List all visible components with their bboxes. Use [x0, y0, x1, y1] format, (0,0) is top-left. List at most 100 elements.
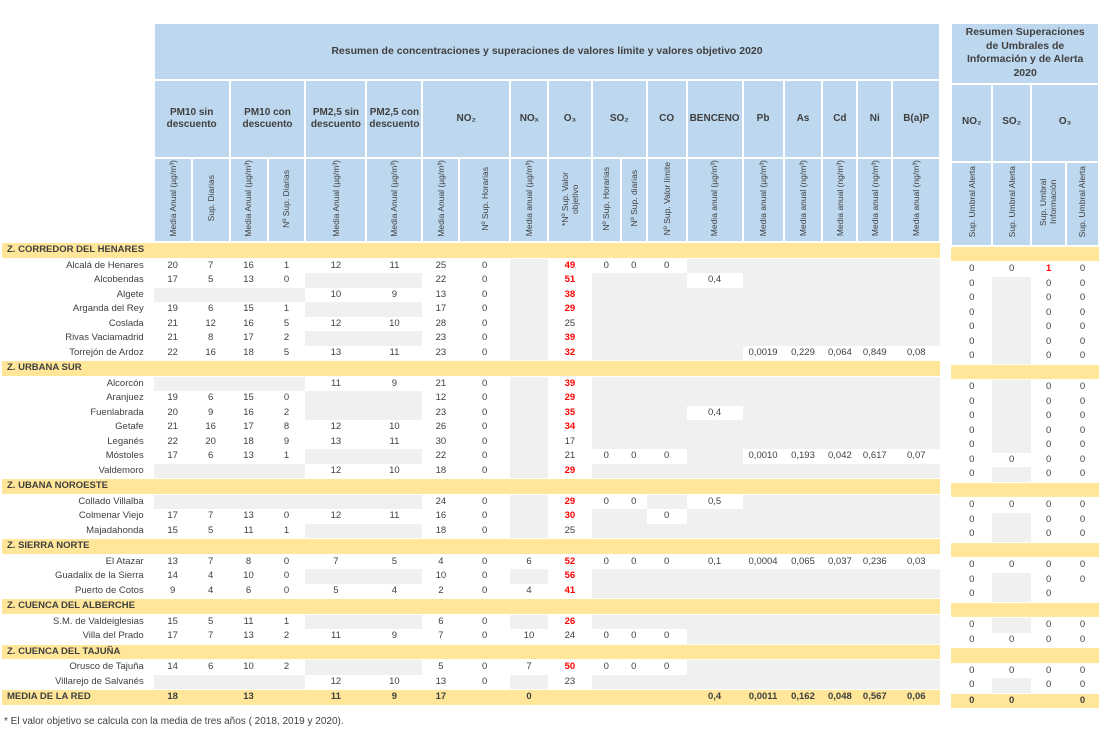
value-cell: 0	[1079, 395, 1086, 407]
no-data-cell	[822, 302, 858, 317]
value-cell: 1	[1045, 263, 1052, 275]
value-cell: 29	[564, 464, 576, 476]
no-data-cell	[591, 509, 621, 524]
value-cell: 0	[1045, 619, 1052, 631]
value-cell: 0	[482, 615, 488, 627]
no-data-cell	[510, 391, 548, 406]
no-data-cell	[857, 302, 893, 317]
value-cell: 0	[1045, 350, 1052, 362]
no-data-cell	[267, 674, 306, 690]
no-data-cell	[857, 659, 893, 675]
zone-row	[951, 541, 1099, 559]
no-data-cell	[366, 449, 423, 464]
station-name: Valdemoro	[98, 464, 144, 476]
value-cell: 0	[482, 464, 488, 476]
no-data-cell	[783, 523, 823, 539]
column-subheader-label: Media anual (ng/m³)	[869, 160, 880, 237]
value-cell: 0	[1079, 453, 1086, 465]
column-subheader-label: Media Anual (µg/m³)	[435, 160, 446, 237]
value-cell: 0	[631, 259, 637, 271]
value-cell: 0,193	[791, 450, 815, 461]
value-cell: 0	[969, 335, 975, 347]
value-cell: 0,229	[791, 346, 815, 358]
no-data-cell	[620, 273, 647, 288]
value-cell: 0	[969, 664, 975, 676]
station-row: Torrejón de Ardoz 22 16 18 5 13 11 23 0 32 0,0019 0…	[2, 345, 940, 361]
station-row: Puerto de Cotos 9 4 6 0 5 4 2 0 4 41	[2, 583, 941, 599]
value-cell	[191, 689, 230, 706]
no-data-cell	[783, 494, 823, 509]
zone-label: Z. URBANA SUR	[2, 360, 941, 377]
no-data-cell	[305, 331, 367, 346]
value-cell: 0,048	[822, 689, 858, 706]
station-row: 0 0 0	[951, 334, 1099, 350]
no-data-cell	[620, 674, 647, 690]
value-cell: 0	[1079, 306, 1086, 318]
value-cell: 0	[969, 679, 975, 691]
station-row: Leganés 22 20 18 9 13 11 30 0 17	[2, 434, 941, 449]
value-cell: 0	[482, 303, 488, 314]
no-data-cell	[305, 391, 367, 406]
no-data-cell	[686, 614, 743, 629]
no-data-cell	[892, 405, 941, 420]
no-data-cell	[992, 276, 1032, 292]
value-cell: 11	[305, 689, 367, 706]
value-cell: 11	[389, 259, 400, 271]
no-data-cell	[191, 674, 230, 690]
column-group-header: PM10 con descuento	[228, 79, 307, 159]
no-data-cell	[742, 674, 784, 690]
no-data-cell	[591, 331, 621, 346]
no-data-cell	[742, 583, 784, 599]
value-cell: 0	[1079, 528, 1086, 540]
value-cell: 0	[482, 346, 488, 358]
value-cell: 0	[969, 292, 975, 304]
station-name: Majadahonda	[86, 524, 144, 536]
value-cell: 12	[330, 317, 342, 329]
value-cell: 0	[1045, 277, 1052, 289]
no-data-cell	[591, 420, 621, 435]
no-data-cell	[646, 376, 687, 391]
zone-row	[951, 601, 1099, 619]
no-data-cell	[686, 629, 743, 644]
zone-row: Z. CUENCA DEL ALBERCHE	[2, 598, 941, 615]
no-data-cell	[992, 379, 1032, 395]
column-group-header: Cd	[821, 79, 859, 159]
station-row: Colmenar Viejo 17 7 13 0 12 11 16 0 30 0	[2, 509, 941, 524]
no-data-cell	[992, 349, 1032, 365]
value-cell: 17	[167, 274, 178, 285]
no-data-cell	[783, 302, 823, 317]
station-row: Valdemoro 12 10 18 0 29	[2, 463, 941, 479]
value-cell: 7	[207, 259, 214, 271]
value-cell: 0	[1079, 468, 1086, 480]
station-name: Aranjuez	[106, 392, 144, 403]
no-data-cell	[892, 434, 941, 449]
no-data-cell	[229, 494, 268, 509]
value-cell: 0	[283, 274, 290, 285]
column-subheader: Nº Sup. Valor límite	[645, 157, 688, 243]
zone-band	[951, 647, 1099, 664]
value-cell: 0	[510, 689, 548, 706]
column-group-header: Ni	[856, 79, 894, 159]
value-cell: 16	[243, 317, 254, 329]
no-data-cell	[686, 434, 743, 449]
station-row: 0 0 0	[951, 678, 1099, 694]
value-cell: 0,1	[707, 555, 722, 567]
value-cell: 34	[564, 421, 576, 432]
value-cell: 0	[1079, 292, 1086, 304]
value-cell: 13	[243, 274, 254, 285]
value-cell: 14	[167, 661, 178, 672]
no-data-cell	[857, 376, 893, 391]
value-cell: 0	[1009, 559, 1015, 571]
no-data-cell	[742, 614, 784, 629]
no-data-cell	[892, 376, 941, 391]
no-data-cell	[857, 434, 893, 449]
no-data-cell	[620, 345, 647, 361]
no-data-cell	[992, 678, 1032, 694]
value-cell: 0	[1079, 263, 1086, 275]
station-name: Arganda del Rey	[72, 303, 144, 314]
no-data-cell	[366, 569, 423, 584]
zone-band	[951, 541, 1099, 559]
column-subheader: Nº Sup. Horarias	[458, 157, 512, 243]
no-data-cell	[783, 614, 823, 629]
no-data-cell	[646, 273, 687, 288]
